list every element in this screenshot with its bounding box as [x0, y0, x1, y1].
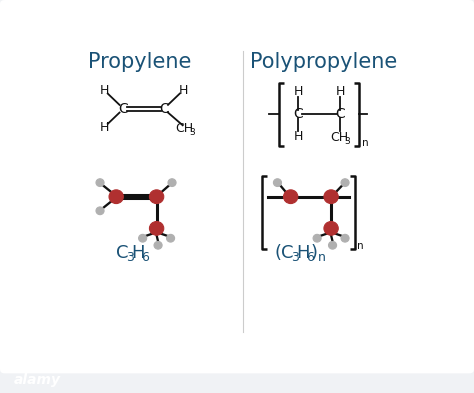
Text: 6: 6 — [306, 251, 314, 264]
Text: 3: 3 — [126, 251, 134, 264]
Text: n: n — [318, 251, 325, 264]
Text: H: H — [100, 121, 109, 134]
Text: n: n — [357, 241, 364, 251]
Text: CH: CH — [175, 121, 193, 134]
Text: n: n — [362, 138, 369, 148]
Text: Propylene: Propylene — [88, 52, 192, 72]
Circle shape — [283, 190, 298, 204]
Text: C: C — [336, 107, 345, 121]
Text: alamy: alamy — [14, 373, 61, 387]
Text: 6: 6 — [141, 251, 149, 264]
Text: 3: 3 — [345, 137, 350, 146]
Circle shape — [313, 234, 321, 242]
Text: 3: 3 — [189, 128, 195, 137]
Text: C: C — [118, 102, 128, 116]
Circle shape — [149, 190, 164, 204]
Circle shape — [341, 234, 349, 242]
Text: C: C — [293, 107, 303, 121]
Circle shape — [166, 234, 174, 242]
Text: ): ) — [311, 244, 318, 262]
Circle shape — [109, 190, 123, 204]
Circle shape — [324, 190, 338, 204]
Text: H: H — [296, 244, 310, 262]
Text: H: H — [293, 130, 303, 143]
Circle shape — [154, 241, 162, 249]
Circle shape — [96, 207, 104, 215]
Text: H: H — [100, 84, 109, 97]
Circle shape — [149, 222, 164, 235]
Circle shape — [96, 179, 104, 187]
Circle shape — [138, 234, 146, 242]
Text: CH: CH — [330, 131, 348, 144]
Circle shape — [273, 179, 282, 187]
Circle shape — [168, 179, 176, 187]
Text: Polypropylene: Polypropylene — [250, 52, 397, 72]
Text: H: H — [293, 85, 303, 98]
Circle shape — [324, 222, 338, 235]
Text: 3: 3 — [291, 251, 299, 264]
Text: H: H — [336, 85, 345, 98]
Text: H: H — [178, 84, 188, 97]
Circle shape — [328, 241, 337, 249]
Text: C: C — [116, 244, 128, 262]
Text: H: H — [132, 244, 145, 262]
Text: C: C — [159, 102, 169, 116]
Text: (C: (C — [274, 244, 294, 262]
Circle shape — [341, 179, 349, 187]
